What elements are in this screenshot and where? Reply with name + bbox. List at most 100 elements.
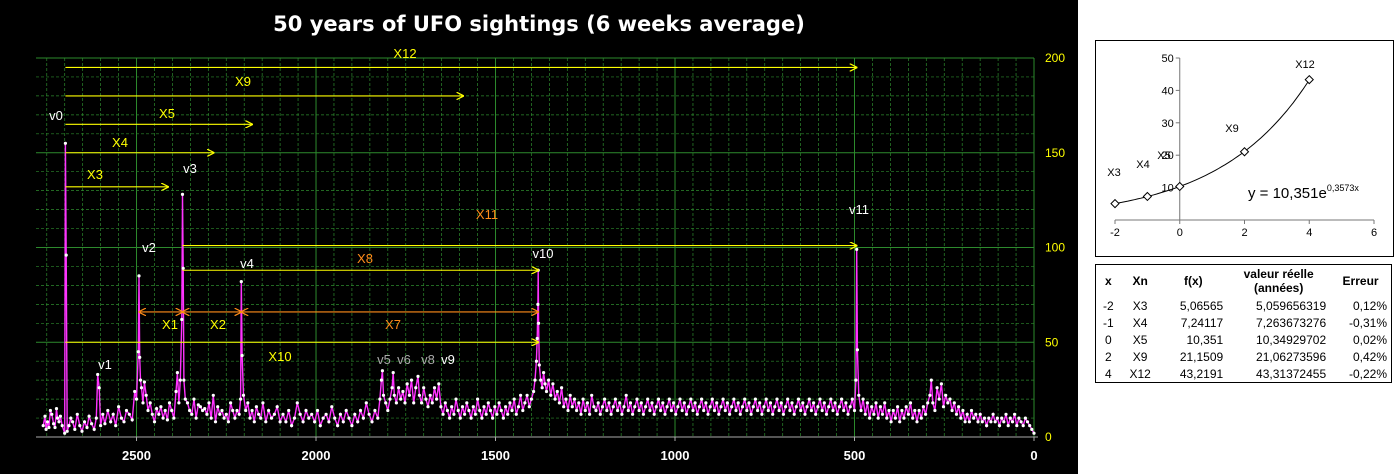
fit-point <box>1142 191 1153 202</box>
data-point <box>222 416 226 420</box>
data-point <box>654 405 658 409</box>
data-point <box>631 412 635 416</box>
data-point <box>220 408 224 413</box>
data-point <box>812 401 816 405</box>
fit-point <box>1175 181 1185 192</box>
data-point <box>989 420 993 424</box>
data-point <box>982 416 987 420</box>
data-point <box>192 397 196 401</box>
data-point <box>891 408 895 413</box>
data-point <box>536 302 540 306</box>
data-point <box>672 401 676 405</box>
fit-table-header: Xn <box>1132 274 1148 288</box>
fit-table-cell: -0,22% <box>1348 366 1387 381</box>
data-point <box>63 431 67 435</box>
data-point <box>226 420 230 424</box>
data-point <box>818 397 822 401</box>
fit-table-body: -2 X3 5,06565 5,059656319 0,12% -1 X4 7,24117 7,… <box>1096 297 1392 383</box>
data-point <box>656 397 661 401</box>
data-point <box>248 416 252 420</box>
data-point <box>844 401 848 405</box>
y-tick-label: 150 <box>1045 146 1065 160</box>
data-point <box>952 401 956 405</box>
data-point <box>566 408 570 413</box>
data-point <box>820 408 824 413</box>
data-point <box>373 408 377 413</box>
data-point <box>392 393 396 397</box>
data-point <box>775 397 779 401</box>
data-point <box>90 422 94 426</box>
data-point <box>52 422 56 426</box>
data-point <box>456 408 460 413</box>
data-point <box>278 420 282 424</box>
x-tick-label: 2000 <box>302 448 331 463</box>
arrow-label-x2: X2 <box>210 317 226 332</box>
data-point <box>476 397 480 401</box>
data-point <box>67 424 71 428</box>
data-point <box>469 416 473 420</box>
data-point <box>417 393 421 397</box>
data-point <box>379 378 383 382</box>
data-point <box>706 412 710 416</box>
data-point <box>889 420 893 424</box>
data-point <box>822 401 826 405</box>
data-point <box>310 412 314 416</box>
data-point <box>771 412 775 416</box>
data-point <box>290 424 294 428</box>
data-point <box>426 405 430 409</box>
fit-table-cell: 0 <box>1105 332 1112 347</box>
data-point <box>85 425 89 430</box>
data-point <box>551 382 555 386</box>
fit-y-tick-label: 40 <box>1162 85 1174 97</box>
data-point <box>167 401 172 405</box>
data-point <box>529 397 534 401</box>
data-point <box>624 393 628 397</box>
data-point <box>715 401 719 405</box>
data-point <box>194 416 198 420</box>
fit-chart-panel: -2 0 2 4 6 10 20 30 40 50 X3 X4 X5 X9 X12 y = 10,351e0,… <box>1095 40 1394 257</box>
data-point <box>1025 420 1030 424</box>
data-point <box>336 424 340 428</box>
data-point <box>816 405 820 409</box>
data-point <box>412 401 416 405</box>
data-point <box>295 401 299 405</box>
data-point <box>150 412 154 416</box>
data-point <box>740 405 745 409</box>
data-point <box>915 420 919 424</box>
data-point <box>723 408 727 413</box>
arrow-label-x3: X3 <box>87 167 103 182</box>
y-tick-label: 50 <box>1045 335 1059 349</box>
data-point <box>119 416 123 420</box>
fit-table-cell: X4 <box>1132 315 1148 330</box>
data-point <box>913 408 917 413</box>
data-point <box>139 386 144 390</box>
data-point <box>700 397 704 401</box>
data-point <box>407 393 411 397</box>
data-point <box>60 424 64 428</box>
fit-point-label-x12: X12 <box>1295 59 1315 71</box>
data-point <box>318 424 322 428</box>
data-point <box>743 397 747 401</box>
data-point <box>514 412 518 416</box>
data-point <box>378 397 382 401</box>
data-point <box>794 405 798 409</box>
data-point <box>241 393 246 397</box>
data-point <box>680 408 684 413</box>
fit-table-row: -1 X4 7,24117 7,263673276 -0,31% <box>1096 314 1392 331</box>
data-point <box>87 414 91 418</box>
data-point <box>478 408 482 413</box>
data-point <box>188 408 192 413</box>
data-point <box>175 371 179 375</box>
data-point <box>893 416 898 420</box>
data-point <box>837 405 842 409</box>
data-point <box>855 348 860 352</box>
data-point <box>993 420 997 424</box>
data-point <box>390 386 394 390</box>
fit-table-cell: 43,2191 <box>1179 366 1224 381</box>
series-line <box>42 143 1035 434</box>
data-point <box>465 401 469 405</box>
data-point <box>394 401 398 405</box>
data-point <box>590 393 594 397</box>
data-point <box>313 420 317 424</box>
data-point <box>665 405 669 409</box>
